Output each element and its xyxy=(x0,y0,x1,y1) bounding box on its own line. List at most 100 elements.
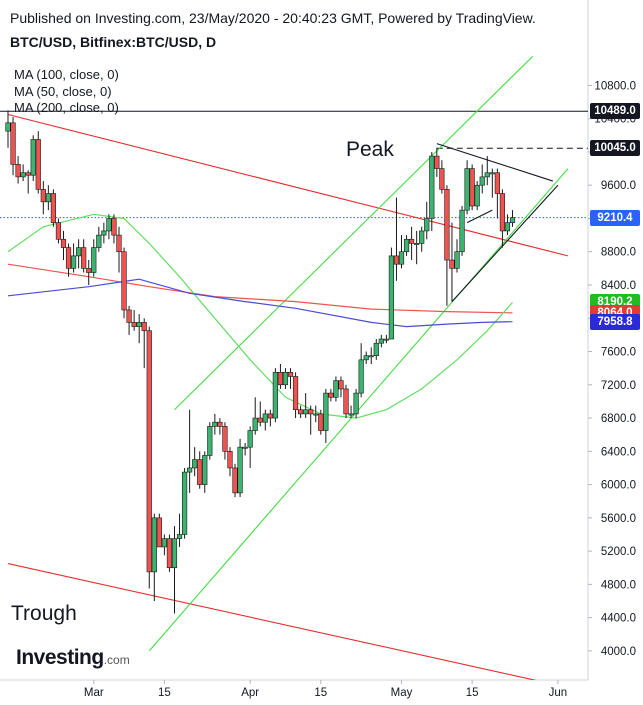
candle-body[interactable] xyxy=(25,172,31,176)
candle-body[interactable] xyxy=(303,409,309,415)
candle-body[interactable] xyxy=(86,268,92,273)
candle-body[interactable] xyxy=(429,155,435,219)
candle-body[interactable] xyxy=(414,243,420,245)
candle-body[interactable] xyxy=(181,471,188,535)
candle-body[interactable] xyxy=(348,413,354,416)
candle-body[interactable] xyxy=(60,238,67,248)
candle-body[interactable] xyxy=(272,372,278,419)
candle-body[interactable] xyxy=(222,426,228,452)
candle-body[interactable] xyxy=(292,376,299,411)
candle-body[interactable] xyxy=(504,222,511,232)
candle-body[interactable] xyxy=(40,189,46,203)
candle-body[interactable] xyxy=(373,342,379,356)
candle-body[interactable] xyxy=(267,413,273,419)
candle-body[interactable] xyxy=(151,517,157,573)
candle-body[interactable] xyxy=(81,247,87,269)
candle-body[interactable] xyxy=(393,255,400,265)
candle-body[interactable] xyxy=(474,184,480,207)
trendline-green-channel-upper[interactable] xyxy=(174,56,534,411)
candle-body[interactable] xyxy=(136,322,142,327)
candle-body[interactable] xyxy=(499,193,506,232)
candle-body[interactable] xyxy=(298,409,304,415)
candle-body[interactable] xyxy=(257,417,263,423)
candle-body[interactable] xyxy=(484,172,490,178)
trendline-triangle-lower[interactable] xyxy=(451,184,559,303)
candle-body[interactable] xyxy=(328,392,334,398)
candle-body[interactable] xyxy=(318,413,324,431)
candle-body[interactable] xyxy=(212,421,218,427)
candle-body[interactable] xyxy=(343,388,349,415)
candle-body[interactable] xyxy=(509,217,516,223)
candle-body[interactable] xyxy=(454,251,460,269)
candle-body[interactable] xyxy=(287,372,294,377)
candle-body[interactable] xyxy=(363,355,369,361)
candle-body[interactable] xyxy=(338,380,344,390)
trendline-red-channel-lower[interactable] xyxy=(7,563,553,685)
candle-body[interactable] xyxy=(459,209,465,253)
candle-body[interactable] xyxy=(439,168,445,190)
candle-body[interactable] xyxy=(217,421,223,427)
candle-body[interactable] xyxy=(111,218,117,236)
candle-body[interactable] xyxy=(176,534,183,539)
candle-body[interactable] xyxy=(434,155,440,169)
candle-body[interactable] xyxy=(308,409,314,415)
trendline-triangle-upper[interactable] xyxy=(436,143,554,182)
candle-body[interactable] xyxy=(464,168,470,211)
candle-body[interactable] xyxy=(197,459,203,485)
candle-body[interactable] xyxy=(313,413,319,416)
candle-body[interactable] xyxy=(141,322,147,332)
candle-body[interactable] xyxy=(55,222,62,240)
candle-body[interactable] xyxy=(398,251,405,265)
candle-body[interactable] xyxy=(333,380,339,398)
candle-body[interactable] xyxy=(50,193,57,223)
trendline-wedge-top[interactable] xyxy=(466,209,493,224)
candle-body[interactable] xyxy=(76,247,82,257)
candle-body[interactable] xyxy=(444,189,450,261)
legend-ma200[interactable]: MA (200, close, 0) xyxy=(14,100,119,115)
candle-body[interactable] xyxy=(45,193,51,203)
candle-body[interactable] xyxy=(282,372,289,386)
candle-body[interactable] xyxy=(15,164,21,178)
candle-body[interactable] xyxy=(20,172,26,178)
candle-body[interactable] xyxy=(409,238,415,244)
candle-body[interactable] xyxy=(121,251,127,311)
candle-body[interactable] xyxy=(5,122,11,132)
candle-body[interactable] xyxy=(207,426,213,456)
candle-body[interactable] xyxy=(35,139,41,190)
candle-body[interactable] xyxy=(378,338,384,344)
candle-body[interactable] xyxy=(449,259,455,269)
candle-body[interactable] xyxy=(358,359,364,394)
legend-ma100[interactable]: MA (100, close, 0) xyxy=(14,67,119,82)
candle-body[interactable] xyxy=(65,247,72,269)
candle-body[interactable] xyxy=(232,467,238,494)
candle-body[interactable] xyxy=(262,413,268,423)
candle-body[interactable] xyxy=(469,168,475,207)
candle-body[interactable] xyxy=(171,538,178,569)
candle-body[interactable] xyxy=(156,517,162,548)
candle-body[interactable] xyxy=(353,392,359,415)
candle-body[interactable] xyxy=(479,176,485,186)
candle-body[interactable] xyxy=(131,322,137,327)
candle-body[interactable] xyxy=(70,255,77,269)
candle-body[interactable] xyxy=(192,459,198,469)
candle-body[interactable] xyxy=(146,330,152,573)
candle-body[interactable] xyxy=(96,234,102,248)
trendline-red-channel-upper[interactable] xyxy=(7,113,569,257)
candle-body[interactable] xyxy=(202,455,208,485)
candle-body[interactable] xyxy=(368,355,374,358)
candle-body[interactable] xyxy=(10,122,16,165)
candle-body[interactable] xyxy=(166,538,173,569)
candle-body[interactable] xyxy=(30,139,36,176)
candle-body[interactable] xyxy=(126,309,132,323)
candle-body[interactable] xyxy=(101,230,107,236)
candle-body[interactable] xyxy=(106,218,112,232)
candle-body[interactable] xyxy=(242,446,248,449)
candle-body[interactable] xyxy=(419,230,425,244)
legend-ma50[interactable]: MA (50, close, 0) xyxy=(14,83,112,99)
candle-body[interactable] xyxy=(494,172,500,194)
candle-body[interactable] xyxy=(277,372,284,386)
candle-body[interactable] xyxy=(403,238,410,253)
candle-body[interactable] xyxy=(227,451,233,469)
candle-body[interactable] xyxy=(424,218,430,232)
candle-body[interactable] xyxy=(91,247,97,273)
